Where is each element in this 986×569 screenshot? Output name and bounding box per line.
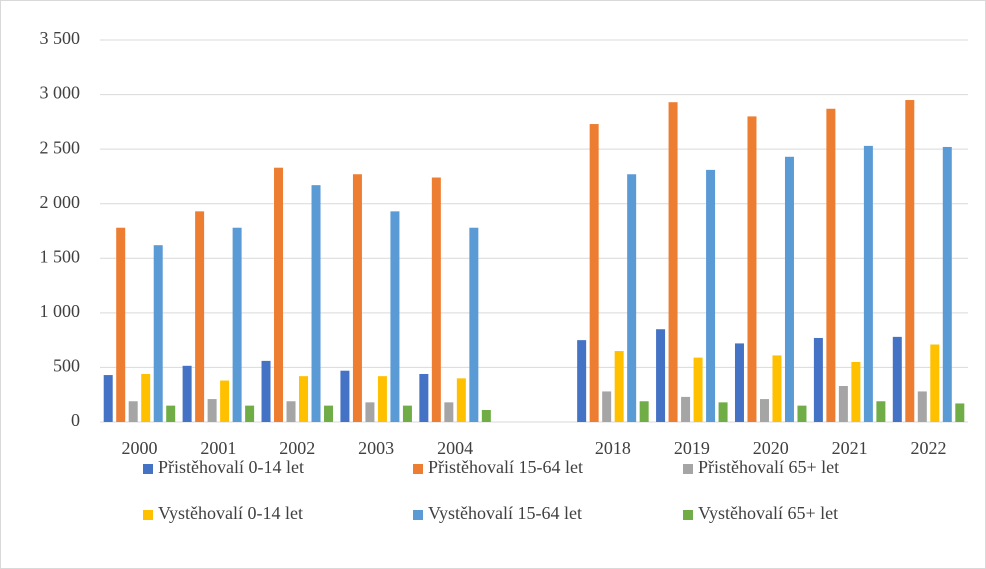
bar (706, 169, 716, 422)
x-tick-label: 2002 (279, 438, 315, 458)
x-tick-label: 2021 (832, 438, 868, 458)
legend-swatch (143, 510, 153, 520)
x-tick-label: 2000 (121, 438, 157, 458)
bar (955, 403, 965, 422)
bar (813, 337, 823, 422)
bar (182, 365, 192, 422)
bar (128, 401, 138, 422)
bar (311, 185, 321, 422)
bar (639, 401, 649, 422)
bar (286, 401, 296, 422)
bar (469, 227, 479, 422)
y-tick-label: 1 000 (40, 301, 81, 321)
bar (419, 373, 429, 422)
bar (668, 102, 678, 422)
bar (153, 245, 163, 422)
bar (377, 376, 387, 422)
bar (876, 401, 886, 422)
bar (614, 351, 624, 422)
bar (863, 145, 873, 422)
y-tick-label: 0 (71, 410, 80, 430)
bar (261, 360, 271, 422)
y-tick-label: 2 500 (40, 137, 81, 157)
bar (772, 355, 782, 422)
bar (207, 399, 217, 422)
x-tick-label: 2004 (437, 438, 473, 458)
y-tick-label: 3 000 (40, 83, 81, 103)
bar (365, 402, 375, 422)
bar (905, 100, 915, 423)
bar (602, 391, 612, 422)
x-tick-label: 2022 (911, 438, 947, 458)
bar (444, 402, 454, 422)
bar (402, 405, 412, 422)
y-tick-label: 1 500 (40, 246, 81, 266)
bar (324, 405, 334, 422)
bar (166, 405, 176, 422)
bar (340, 370, 350, 422)
bar (232, 227, 242, 422)
bar (352, 174, 362, 422)
bar (917, 391, 927, 422)
bar (759, 399, 769, 422)
x-tick-label: 2001 (200, 438, 236, 458)
legend-label: Přistěhovalí 0-14 let (158, 457, 304, 477)
bar (892, 336, 902, 422)
bar (390, 211, 400, 422)
y-tick-label: 2 000 (40, 192, 81, 212)
x-tick-label: 2020 (753, 438, 789, 458)
bar (589, 124, 599, 422)
bar (826, 108, 836, 422)
x-tick-label: 2018 (595, 438, 631, 458)
bar (481, 409, 491, 422)
bar (245, 405, 255, 422)
bar (456, 378, 466, 422)
bar (851, 361, 861, 422)
x-tick-label: 2019 (674, 438, 710, 458)
bar (577, 340, 587, 422)
bar (627, 174, 637, 422)
bar (116, 227, 126, 422)
legend-swatch (413, 464, 423, 474)
bar (718, 402, 728, 422)
x-tick-label: 2003 (358, 438, 394, 458)
legend-label: Vystěhovalí 15-64 let (428, 503, 582, 523)
y-tick-label: 3 500 (40, 28, 81, 48)
legend-swatch (683, 510, 693, 520)
legend-label: Přistěhovalí 15-64 let (428, 457, 583, 477)
legend-label: Vystěhovalí 65+ let (698, 503, 838, 523)
bar (784, 156, 794, 423)
legend-swatch (683, 464, 693, 474)
y-tick-label: 500 (53, 356, 80, 376)
bar (734, 343, 744, 422)
bar (195, 211, 205, 422)
bar (681, 396, 691, 422)
bar (747, 116, 757, 423)
bar (656, 329, 666, 422)
legend-swatch (413, 510, 423, 520)
bar (431, 177, 441, 422)
legend-label: Vystěhovalí 0-14 let (158, 503, 303, 523)
legend-label: Přistěhovalí 65+ let (698, 457, 839, 477)
bar (797, 405, 807, 422)
bar (274, 167, 284, 422)
bar (693, 357, 703, 422)
bar (103, 375, 113, 422)
legend-swatch (143, 464, 153, 474)
bar (942, 146, 952, 422)
bar (838, 385, 848, 422)
bar (220, 380, 230, 422)
bar (930, 344, 940, 422)
bar (141, 373, 151, 422)
bar (299, 376, 309, 422)
